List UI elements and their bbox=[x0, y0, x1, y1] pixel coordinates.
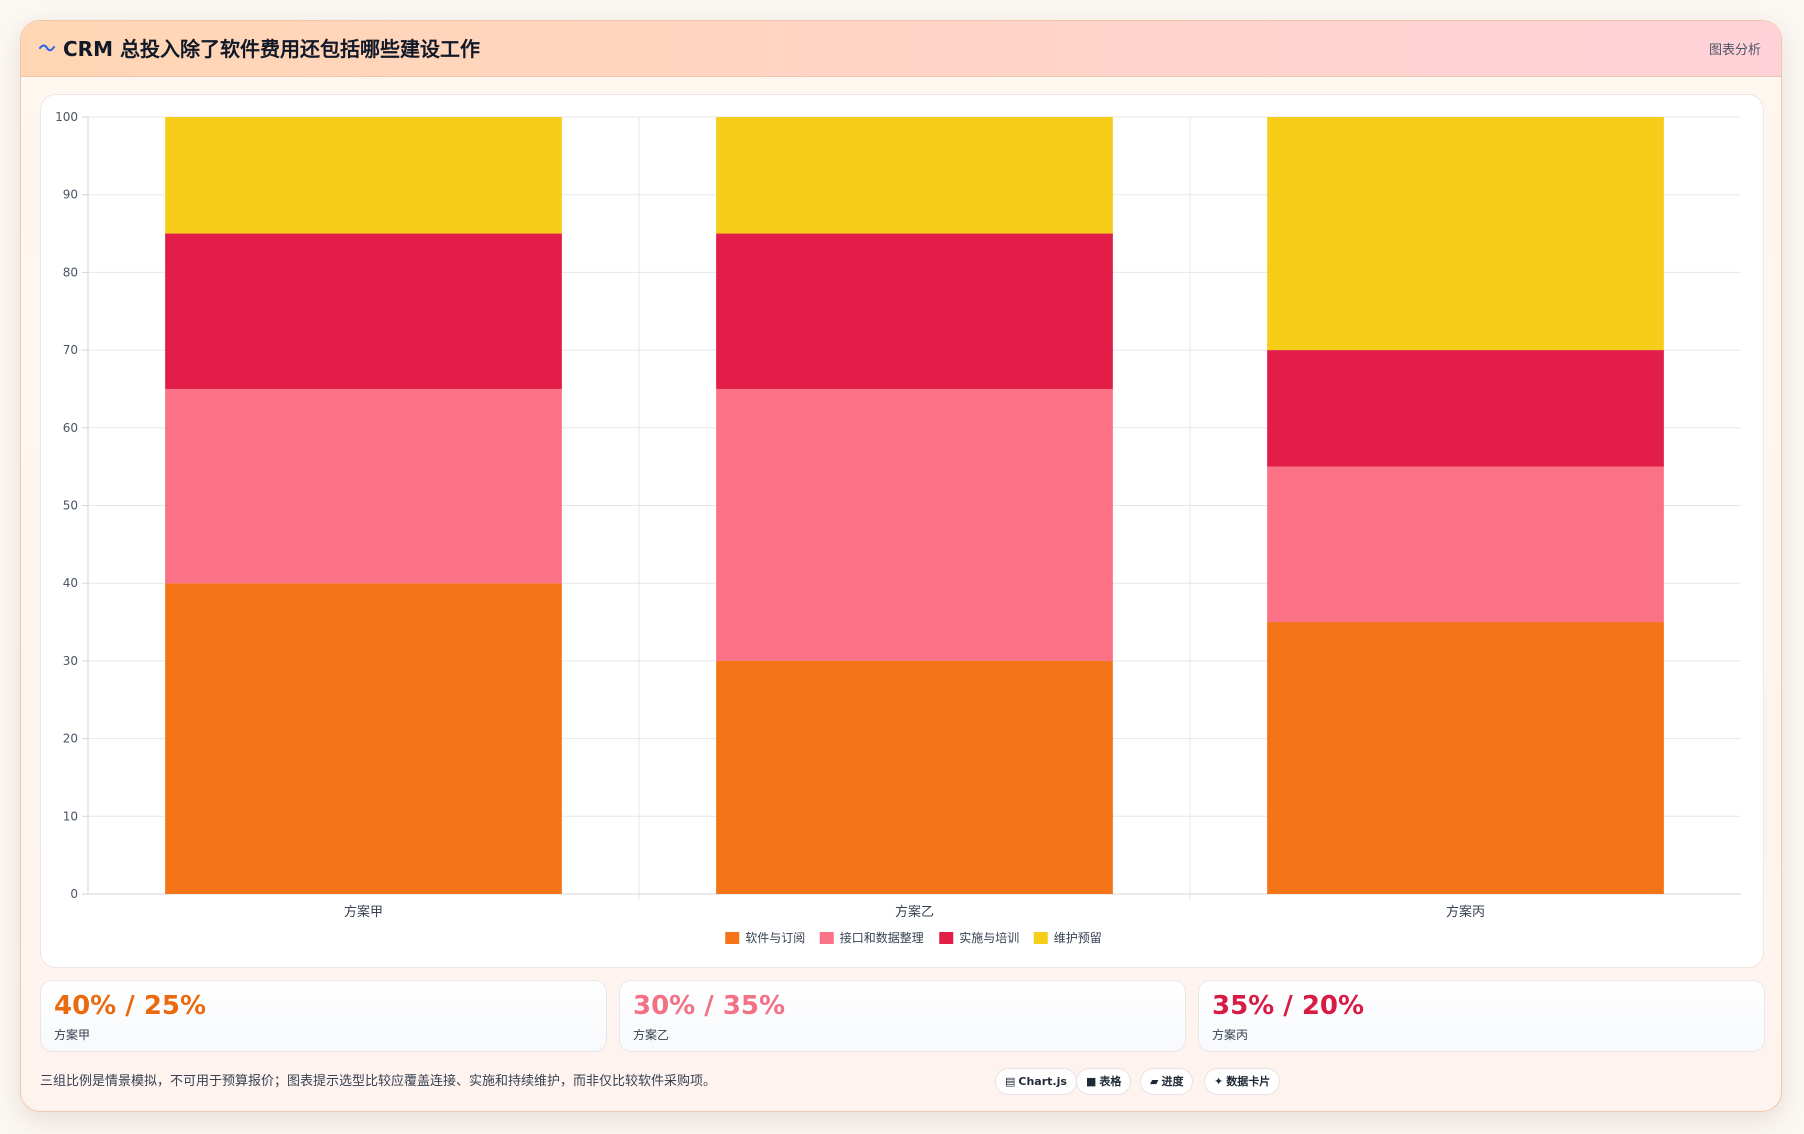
legend-label: 软件与订阅 bbox=[745, 931, 805, 945]
wave-icon bbox=[39, 44, 55, 52]
legend-swatch bbox=[819, 932, 834, 944]
chip-data-card[interactable]: ✦ 数据卡片 bbox=[1204, 1068, 1281, 1095]
card-header: CRM 总投入除了软件费用还包括哪些建设工作 图表分析 bbox=[21, 21, 1781, 77]
bar-3-series-4 bbox=[1267, 117, 1664, 351]
y-tick-label: 40 bbox=[63, 576, 78, 590]
chip-table[interactable]: ■ 表格 bbox=[1076, 1068, 1132, 1095]
y-tick-label: 30 bbox=[63, 654, 78, 668]
legend-label: 维护预留 bbox=[1054, 931, 1102, 945]
y-tick-label: 80 bbox=[63, 265, 78, 279]
x-tick-label: 方案丙 bbox=[1446, 904, 1485, 920]
chart-analysis-link[interactable]: 图表分析 bbox=[1708, 43, 1761, 58]
legend-swatch bbox=[1033, 932, 1048, 944]
legend-label: 接口和数据整理 bbox=[840, 930, 924, 945]
x-tick-label: 方案甲 bbox=[344, 904, 383, 920]
y-tick-label: 90 bbox=[63, 188, 78, 202]
bar-3-series-3 bbox=[1267, 350, 1664, 467]
table-icon: ■ bbox=[1086, 1075, 1097, 1088]
y-tick-label: 10 bbox=[63, 809, 78, 823]
bar-2-series-3 bbox=[716, 233, 1113, 389]
stat-value: 40% / 25% bbox=[54, 991, 207, 1021]
progress-icon: ▰ bbox=[1150, 1075, 1159, 1088]
x-tick-label: 方案乙 bbox=[895, 904, 934, 920]
bar-1-series-2 bbox=[165, 388, 562, 584]
legend-swatch bbox=[939, 932, 954, 944]
legend-label: 实施与培训 bbox=[959, 930, 1019, 945]
stat-label: 方案甲 bbox=[54, 1028, 91, 1042]
chip-label: 进度 bbox=[1161, 1075, 1184, 1088]
stat-value: 35% / 20% bbox=[1212, 991, 1365, 1021]
bar-3-series-2 bbox=[1267, 466, 1664, 623]
bar-1-series-3 bbox=[165, 233, 562, 389]
chip-label: 数据卡片 bbox=[1226, 1075, 1271, 1088]
y-tick-label: 50 bbox=[63, 499, 78, 513]
bar-2-series-4 bbox=[716, 117, 1113, 234]
bar-1-series-4 bbox=[165, 117, 562, 234]
footnote: 三组比例是情景模拟，不可用于预算报价；图表提示选型比较应覆盖连接、实施和持续维护… bbox=[40, 1074, 717, 1089]
y-tick-label: 100 bbox=[55, 110, 78, 124]
stat-card-plan-a: 40% / 25% 方案甲 bbox=[40, 980, 607, 1052]
chip-progress[interactable]: ▰ 进度 bbox=[1140, 1068, 1194, 1095]
stat-card-plan-b: 30% / 35% 方案乙 bbox=[619, 980, 1186, 1052]
sparkle-icon: ✦ bbox=[1214, 1075, 1224, 1088]
chip-label: 表格 bbox=[1099, 1075, 1122, 1088]
stat-value: 30% / 35% bbox=[633, 991, 786, 1021]
y-tick-label: 20 bbox=[63, 732, 78, 746]
bar-2-series-2 bbox=[716, 388, 1113, 661]
bar-3-series-1 bbox=[1267, 622, 1664, 894]
stat-card-plan-c: 35% / 20% 方案丙 bbox=[1198, 980, 1765, 1052]
y-tick-label: 70 bbox=[63, 343, 78, 357]
y-tick-label: 60 bbox=[63, 421, 78, 435]
chart-card: CRM 总投入除了软件费用还包括哪些建设工作 图表分析 0 10 20 30 40 50 6… bbox=[20, 20, 1782, 1112]
chart-icon: ▤ bbox=[1005, 1075, 1016, 1088]
chip-chartjs[interactable]: ▤ Chart.js bbox=[995, 1068, 1077, 1095]
chart-panel: 0 10 20 30 40 50 60 70 80 90 100 方案甲 方案乙 方案丙软件与订阅 接口和数… bbox=[40, 94, 1764, 968]
legend-swatch bbox=[725, 932, 740, 944]
stat-label: 方案丙 bbox=[1212, 1028, 1249, 1042]
stat-label: 方案乙 bbox=[633, 1028, 670, 1042]
y-tick-label: 0 bbox=[70, 887, 78, 901]
bar-1-series-1 bbox=[165, 583, 562, 894]
chip-label: Chart.js bbox=[1018, 1075, 1067, 1088]
bar-2-series-1 bbox=[716, 660, 1113, 894]
page-title: CRM 总投入除了软件费用还包括哪些建设工作 bbox=[63, 37, 480, 61]
